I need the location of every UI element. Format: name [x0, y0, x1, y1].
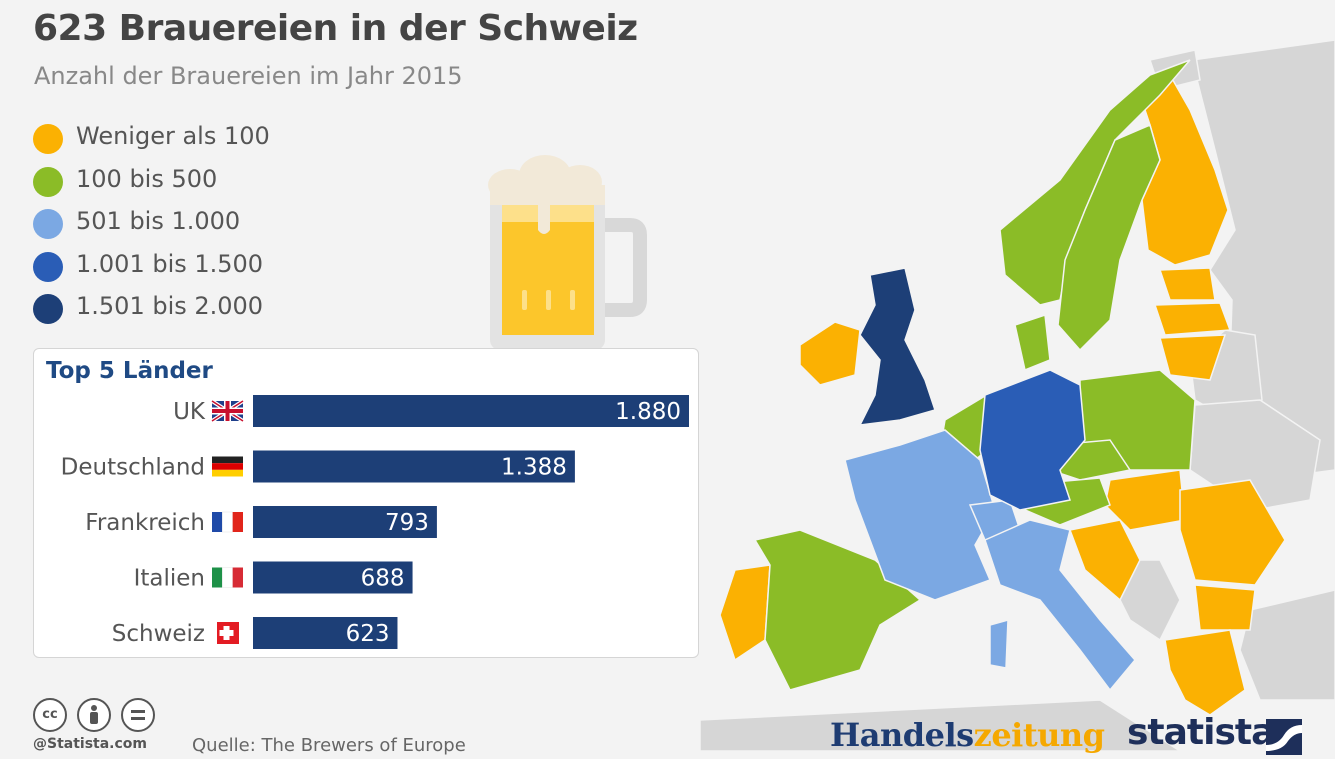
uk-flag-icon [210, 399, 245, 423]
category-label: Italien [134, 566, 205, 592]
france-flag-icon [212, 511, 243, 533]
legend-dot [33, 251, 63, 282]
map-africa [700, 699, 1182, 751]
map-france [844, 429, 996, 601]
category-label: Deutschland [61, 455, 205, 481]
map-sardinia [989, 619, 1009, 669]
bar-uk [253, 395, 689, 427]
chart-subtitle: Anzahl der Brauereien im Jahr 2015 [34, 62, 463, 90]
attribution-icon [77, 698, 111, 732]
legend-dot [33, 166, 63, 197]
legend-label: 501 bis 1.000 [76, 207, 241, 235]
logo-part-zeitung: zeitung [973, 716, 1105, 754]
map-ireland [799, 321, 861, 386]
value-label: 688 [361, 566, 405, 592]
europe-map [700, 40, 1335, 751]
map-estonia [1158, 267, 1216, 301]
legend-label: 1.501 bis 2.000 [76, 292, 264, 320]
map-germany [979, 369, 1086, 511]
bar-frankreich [253, 506, 437, 538]
bar-italien [253, 561, 413, 594]
legend-label: 100 bis 500 [76, 164, 218, 193]
legend-label: Weniger als 100 [76, 122, 270, 150]
map-romania [1179, 479, 1286, 586]
map-italy [984, 519, 1136, 692]
statista-credit: @Statista.com [33, 736, 148, 752]
value-label: 793 [385, 510, 429, 536]
statista-logo: statista [1127, 712, 1275, 753]
map-ukraine [1189, 399, 1321, 511]
value-label: 623 [346, 621, 390, 647]
map-portugal [719, 564, 771, 662]
map-bulgaria [1194, 584, 1256, 631]
logo-part-handels: Handels [830, 716, 974, 754]
chart-title: 623 Brauereien in der Schweiz [33, 8, 638, 49]
map-spain [753, 529, 922, 691]
map-latvia [1153, 302, 1232, 336]
legend-label: 1.001 bis 1.500 [76, 249, 264, 278]
legend-dot [33, 294, 63, 324]
cc-icon: cc [33, 698, 67, 732]
value-label: 1.880 [615, 399, 681, 425]
map-uk [858, 267, 936, 426]
panel-title: Top 5 Länder [46, 358, 213, 384]
switzerland-flag-icon [217, 622, 239, 644]
category-label: Schweiz [112, 621, 205, 647]
map-sweden [1057, 123, 1161, 352]
category-label: UK [173, 399, 206, 425]
map-lithuania [1159, 334, 1227, 381]
legend-dot [33, 209, 63, 239]
map-turkey [1239, 589, 1335, 701]
map-greece [1164, 629, 1246, 716]
italy-flag-icon [212, 567, 243, 588]
top5-panel: Top 5 Länder UK 1.880 Deutschland 1.388 Fran… [33, 348, 699, 658]
germany-flag-icon [212, 456, 243, 477]
map-croatia [1068, 519, 1141, 602]
handelszeitung-logo: Handelszeitung [830, 716, 1105, 754]
bar-schweiz [253, 617, 398, 649]
bar-deutschland [253, 450, 575, 483]
no-derivatives-icon [121, 698, 155, 732]
source-note: Quelle: The Brewers of Europe [192, 735, 466, 756]
value-label: 1.388 [501, 455, 567, 481]
top5-bar-chart: UK 1.880 Deutschland 1.388 Frankreich 793 Ital… [61, 395, 689, 649]
statista-logo-icon [1266, 719, 1302, 755]
legend-dot [33, 124, 63, 154]
map-denmark [1014, 313, 1051, 372]
beer-mug-icon [488, 155, 647, 350]
category-label: Frankreich [85, 510, 205, 536]
